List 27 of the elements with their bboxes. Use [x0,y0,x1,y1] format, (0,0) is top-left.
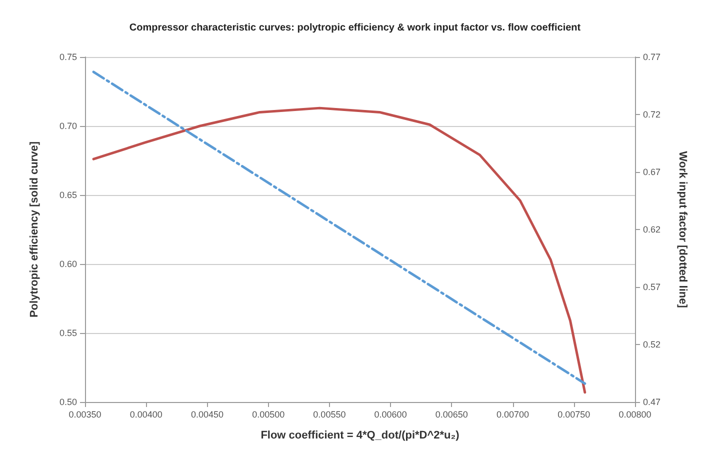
y2-tick-label: 0.52 [643,340,661,350]
y2-tick-label: 0.72 [643,110,661,120]
y-tick-label: 0.75 [59,52,77,62]
x-tick-label: 0.00600 [374,410,407,420]
x-tick-label: 0.00350 [68,410,102,420]
x-tick-label: 0.00400 [130,410,162,420]
y2-tick-label: 0.67 [643,167,661,177]
x-tick-label: 0.00650 [435,410,468,420]
x-tick-label: 0.00500 [252,410,285,420]
y2-tick-label: 0.77 [643,52,661,62]
x-axis-title: Flow coefficient = 4*Q_dot/(pi*D^2*u₂) [260,430,460,442]
y-tick-label: 0.70 [59,121,77,131]
x-tick-label: 0.00550 [313,410,346,420]
y-tick-label: 0.65 [59,190,77,200]
x-tick-label: 0.00450 [190,410,224,420]
y-tick-label: 0.60 [59,259,77,269]
y2-tick-label: 0.62 [643,224,661,234]
y-axis-title: Polytropic efficiency [solid curve] [28,141,40,318]
y2-axis-title: Work input factor [dotted line] [676,151,688,308]
chart-title: Compressor characteristic curves: polytropic efficiency & work input factor vs. flow coefficient [129,22,582,34]
y2-tick-label: 0.57 [643,282,661,292]
x-tick-label: 0.00750 [558,410,590,420]
x-tick-label: 0.00700 [496,410,530,420]
y-tick-label: 0.55 [59,328,77,338]
y2-tick-label: 0.47 [643,397,661,407]
x-tick-label: 0.00800 [618,410,652,420]
y-tick-label: 0.50 [59,397,77,407]
